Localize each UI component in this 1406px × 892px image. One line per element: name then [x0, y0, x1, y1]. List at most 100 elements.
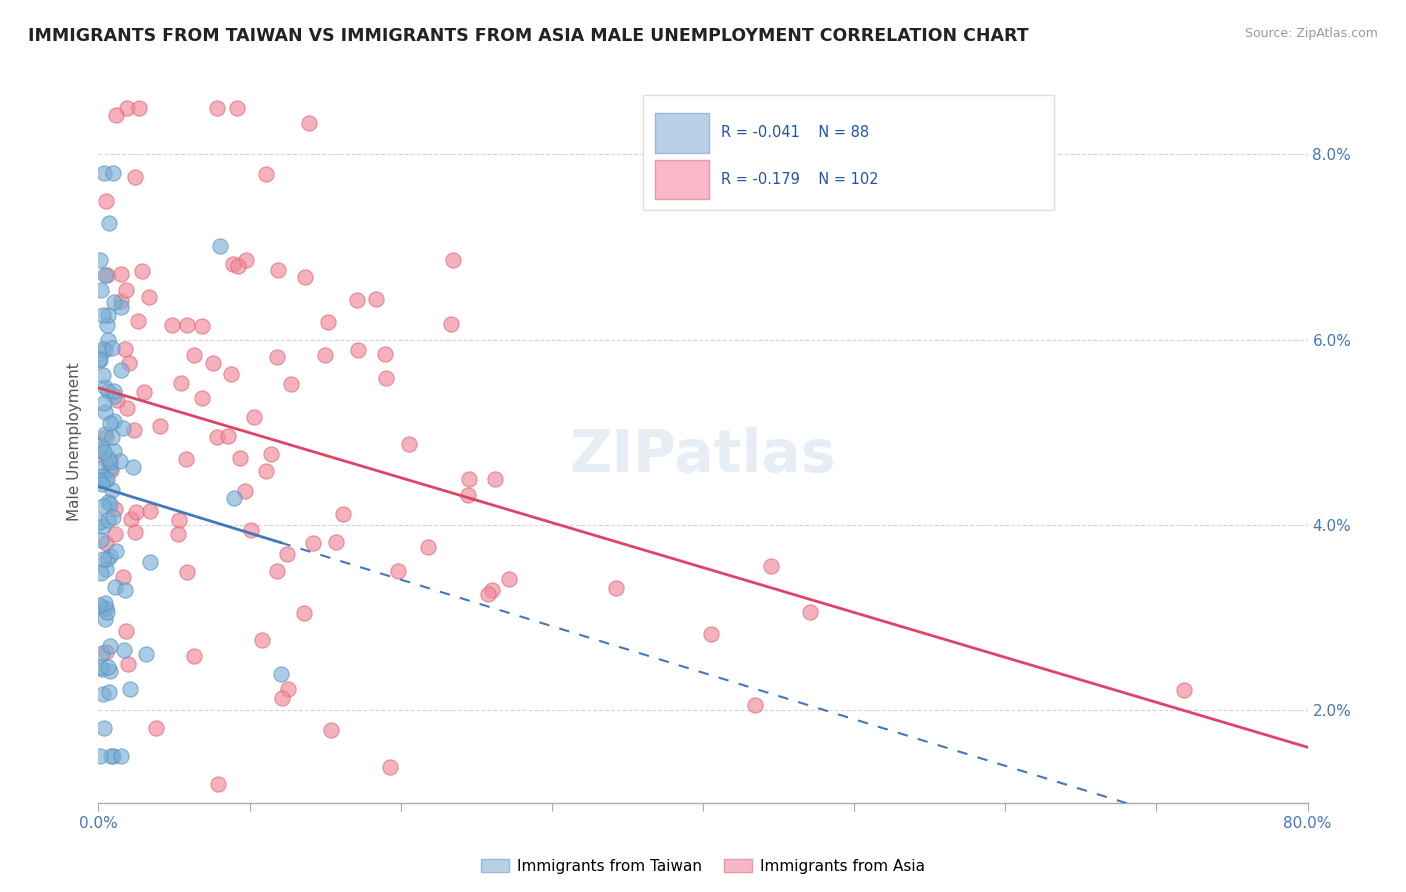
Point	[108, 454, 131, 468]
Point	[91, 519, 114, 533]
Point	[101, 341, 124, 355]
Point	[96, 318, 118, 332]
Point	[364, 292, 387, 306]
Point	[110, 749, 132, 764]
Point	[131, 264, 153, 278]
Point	[110, 267, 132, 281]
Point	[97, 513, 120, 527]
Point	[481, 583, 503, 598]
Point	[169, 513, 191, 527]
FancyBboxPatch shape	[643, 95, 1053, 211]
Point	[90, 477, 112, 491]
Point	[301, 536, 323, 550]
Point	[298, 116, 321, 130]
Text: Source: ZipAtlas.com: Source: ZipAtlas.com	[1244, 27, 1378, 40]
Point	[94, 405, 117, 419]
Point	[97, 685, 120, 699]
Point	[457, 488, 479, 502]
Point	[98, 640, 121, 654]
Point	[97, 308, 120, 322]
Point	[104, 108, 127, 122]
Point	[183, 648, 205, 663]
Point	[118, 356, 141, 370]
Point	[97, 384, 120, 398]
Point	[145, 721, 167, 735]
Point	[191, 318, 214, 333]
Point	[91, 343, 114, 357]
FancyBboxPatch shape	[655, 160, 709, 200]
Point	[122, 423, 145, 437]
Text: R = -0.041    N = 88: R = -0.041 N = 88	[721, 125, 869, 140]
Point	[89, 352, 111, 367]
Point	[117, 657, 139, 672]
Point	[105, 392, 128, 407]
Point	[97, 660, 120, 674]
Point	[260, 447, 283, 461]
Point	[139, 504, 162, 518]
Point	[90, 646, 112, 660]
Point	[266, 565, 288, 579]
Point	[170, 376, 193, 390]
Point	[101, 749, 124, 764]
Point	[112, 642, 135, 657]
Point	[202, 356, 225, 370]
Point	[256, 464, 278, 478]
Point	[176, 566, 198, 580]
Point	[96, 536, 118, 550]
Point	[91, 368, 114, 382]
Point	[799, 605, 821, 619]
Point	[89, 283, 111, 297]
Point	[167, 527, 190, 541]
Point	[280, 376, 302, 391]
Point	[96, 268, 118, 283]
Point	[101, 483, 124, 497]
Point	[458, 472, 481, 486]
Point	[132, 385, 155, 400]
Point	[226, 259, 249, 273]
Point	[484, 472, 506, 486]
Point	[94, 645, 117, 659]
Y-axis label: Male Unemployment: Male Unemployment	[67, 362, 83, 521]
Point	[270, 667, 292, 681]
Point	[114, 342, 136, 356]
Point	[266, 263, 288, 277]
Point	[115, 624, 138, 638]
Point	[440, 318, 463, 332]
Point	[207, 777, 229, 791]
Point	[94, 597, 117, 611]
Point	[191, 391, 214, 405]
Point	[110, 294, 132, 309]
Point	[205, 101, 228, 115]
Point	[125, 505, 148, 519]
Point	[91, 499, 114, 513]
Point	[122, 460, 145, 475]
Point	[380, 760, 402, 774]
Point	[94, 452, 117, 467]
Point	[103, 414, 125, 428]
Point	[224, 491, 246, 505]
Point	[314, 348, 336, 362]
Point	[89, 351, 111, 366]
Point	[124, 525, 146, 540]
Point	[89, 749, 111, 764]
Point	[292, 606, 315, 620]
Point	[110, 301, 132, 315]
Point	[104, 526, 127, 541]
Point	[374, 347, 396, 361]
Point	[94, 430, 117, 444]
Point	[90, 662, 112, 676]
Point	[98, 664, 121, 678]
Point	[225, 101, 247, 115]
Point	[97, 333, 120, 347]
Point	[89, 598, 111, 612]
Text: R = -0.179    N = 102: R = -0.179 N = 102	[721, 172, 879, 186]
Point	[100, 749, 122, 764]
Point	[138, 555, 160, 569]
Point	[96, 552, 118, 566]
Point	[100, 463, 122, 477]
Point	[254, 167, 277, 181]
Point	[243, 409, 266, 424]
Point	[114, 582, 136, 597]
Point	[101, 430, 124, 444]
Point	[138, 290, 160, 304]
